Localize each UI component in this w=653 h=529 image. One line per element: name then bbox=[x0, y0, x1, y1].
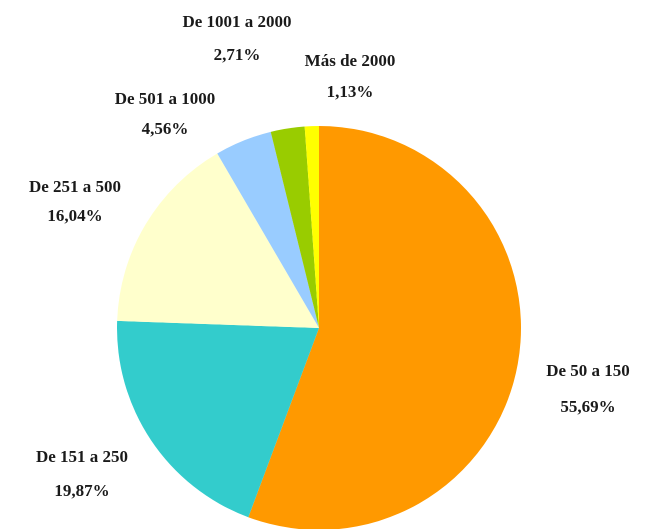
pie-slice bbox=[248, 126, 521, 529]
slice-label: De 251 a 500 bbox=[29, 177, 121, 196]
slice-value-label: 4,56% bbox=[142, 119, 189, 138]
pie-slice bbox=[217, 131, 319, 328]
slice-value-label: 1,13% bbox=[327, 82, 374, 101]
slice-label: De 501 a 1000 bbox=[115, 89, 216, 108]
pie-slice bbox=[117, 153, 319, 328]
pie-slice bbox=[304, 126, 319, 328]
slice-value-label: 2,71% bbox=[214, 45, 261, 64]
pie-slice bbox=[116, 320, 319, 518]
pie-slice bbox=[270, 126, 319, 328]
slice-value-label: 16,04% bbox=[47, 206, 102, 225]
slice-label: De 151 a 250 bbox=[36, 447, 128, 466]
slice-value-label: 19,87% bbox=[54, 481, 109, 500]
slice-label: De 50 a 150 bbox=[546, 361, 630, 380]
slice-label: De 1001 a 2000 bbox=[182, 12, 291, 31]
slice-label: Más de 2000 bbox=[305, 51, 396, 70]
slice-value-label: 55,69% bbox=[560, 397, 615, 416]
